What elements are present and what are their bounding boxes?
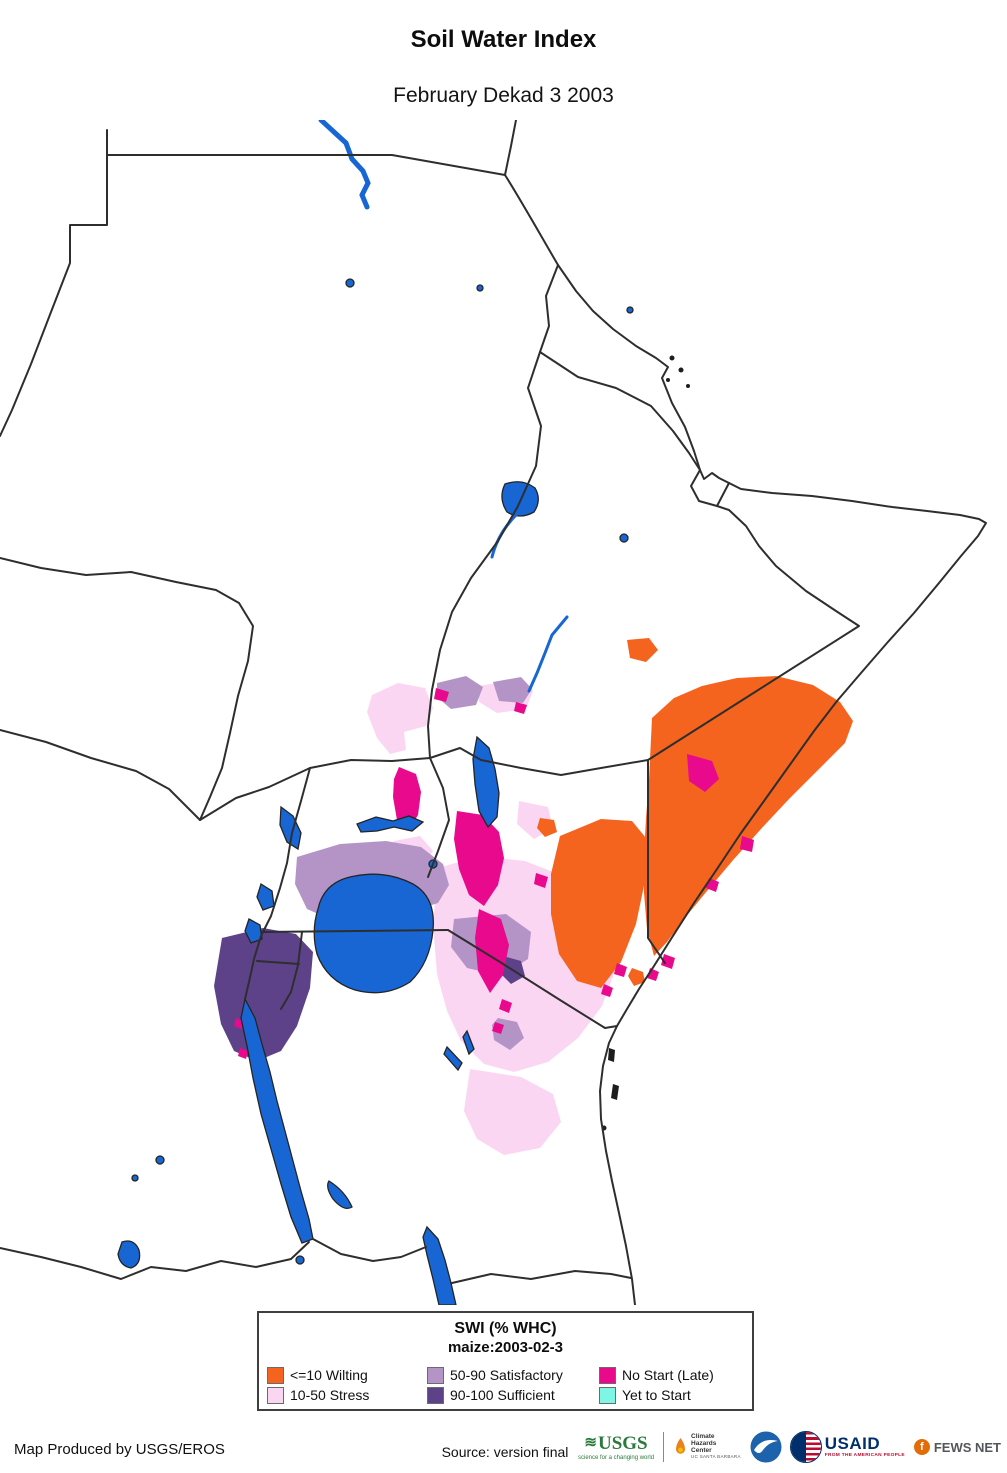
map-canvas [0, 120, 987, 1305]
chc-text: Climate Hazards Center UC SANTA BARBARA [691, 1432, 741, 1460]
legend-label-sufficient: 90-100 Sufficient [450, 1387, 555, 1403]
chc-line3: Center [691, 1446, 712, 1454]
chc-line1: Climate [691, 1432, 715, 1440]
map-layer-wilting [537, 638, 853, 988]
legend-label-satisfactory: 50-90 Satisfactory [450, 1367, 563, 1383]
produced-by-text: Map Produced by USGS/EROS [14, 1441, 225, 1458]
legend-swatch-sufficient [427, 1386, 444, 1404]
legend-item-stress: 10-50 Stress [267, 1385, 427, 1405]
chc-line2: Hazards [691, 1439, 717, 1447]
logo-divider [663, 1432, 665, 1462]
legend-item-no-start: No Start (Late) [599, 1365, 752, 1385]
usgs-wordmark: USGS [597, 1432, 648, 1454]
logo-row: ≋ USGS science for a changing world Clim… [578, 1431, 1001, 1463]
legend-grid: <=10 Wilting 10-50 Stress 50-90 Satisfac… [267, 1365, 752, 1405]
legend-label-yet-to-start: Yet to Start [622, 1387, 691, 1403]
usaid-logo: USAID FROM THE AMERICAN PEOPLE [789, 1431, 905, 1463]
legend-swatch-wilting [267, 1366, 284, 1384]
legend-item-wilting: <=10 Wilting [267, 1365, 427, 1385]
fewsnet-wordmark: FEWS NET [933, 1439, 1001, 1455]
chc-logo: Climate Hazards Center UC SANTA BARBARA [673, 1432, 741, 1460]
usgs-tagline: science for a changing world [578, 1454, 655, 1461]
legend-item-satisfactory: 50-90 Satisfactory [427, 1365, 599, 1385]
chc-flame-icon [676, 1438, 686, 1454]
legend-label-no-start: No Start (Late) [622, 1367, 714, 1383]
legend-swatch-no-start [599, 1366, 616, 1384]
fewsnet-logo: f FEWS NET [913, 1439, 1001, 1455]
noaa-logo [750, 1431, 782, 1463]
usaid-tagline: FROM THE AMERICAN PEOPLE [824, 1453, 905, 1459]
legend-label-wilting: <=10 Wilting [290, 1367, 368, 1383]
map-lakes [117, 278, 634, 1305]
legend-label-stress: 10-50 Stress [290, 1387, 370, 1403]
map-rivers [318, 120, 569, 693]
legend-swatch-satisfactory [427, 1366, 444, 1384]
usaid-seal-icon [789, 1431, 822, 1463]
map-borders [0, 120, 987, 1305]
map-layer-no-start [234, 688, 754, 1059]
legend-item-yet-to-start: Yet to Start [599, 1385, 752, 1405]
fewsnet-icon: f [913, 1439, 930, 1455]
usgs-wave-icon: ≋ [584, 1434, 597, 1451]
legend-swatch-stress [267, 1386, 284, 1404]
legend-item-sufficient: 90-100 Sufficient [427, 1385, 599, 1405]
page-title: Soil Water Index [410, 26, 597, 53]
legend-title: SWI (% WHC) [454, 1320, 557, 1337]
legend-box: SWI (% WHC) maize:2003-02-3 <=10 Wilting… [257, 1311, 754, 1411]
chc-subtext: UC SANTA BARBARA [691, 1454, 741, 1460]
source-text: Source: version final [441, 1444, 569, 1460]
map-islands [601, 355, 690, 1131]
usaid-text: USAID FROM THE AMERICAN PEOPLE [825, 1435, 905, 1459]
usgs-logo: ≋ USGS science for a changing world [578, 1434, 654, 1461]
page-subtitle: February Dekad 3 2003 [393, 84, 614, 107]
legend-subtitle: maize:2003-02-3 [447, 1339, 564, 1356]
usaid-wordmark: USAID [824, 1434, 881, 1454]
legend-swatch-yet-to-start [599, 1386, 616, 1404]
